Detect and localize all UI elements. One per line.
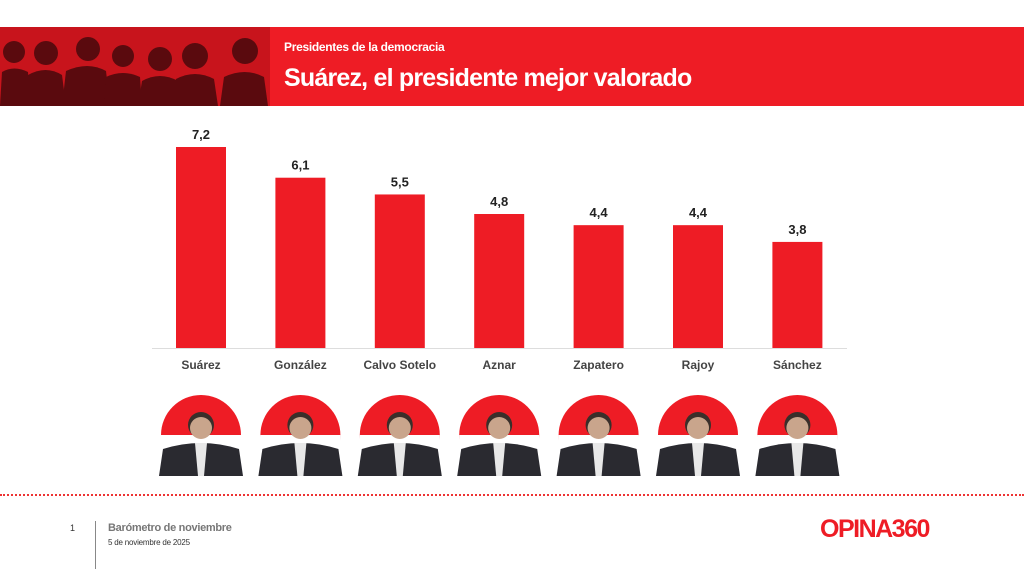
- footer-separator: [95, 521, 96, 569]
- header-title: Suárez, el presidente mejor valorado: [284, 64, 692, 92]
- value-label: 7,2: [192, 127, 210, 142]
- value-label: 6,1: [291, 158, 309, 173]
- value-label: 4,4: [689, 205, 708, 220]
- footer-title: Barómetro de noviembre: [108, 522, 232, 534]
- category-label: Suárez: [181, 358, 220, 372]
- portrait-shirt: [692, 443, 704, 476]
- portrait-face: [488, 417, 511, 439]
- presidents-collage-image: [0, 27, 270, 106]
- category-label: Zapatero: [573, 358, 624, 372]
- value-label: 3,8: [788, 222, 806, 237]
- page-number: 1: [70, 523, 76, 533]
- portrait-shirt: [195, 443, 207, 476]
- portrait-shirt: [393, 443, 406, 476]
- category-label: Calvo Sotelo: [363, 358, 436, 372]
- portrait-shirt: [294, 443, 307, 476]
- category-label: Sánchez: [773, 358, 822, 372]
- header-subtitle: Presidentes de la democracia: [284, 40, 445, 54]
- portrait-shirt: [592, 443, 605, 476]
- bar: [673, 225, 723, 348]
- portrait-face: [190, 417, 212, 439]
- opina360-logo: OPINA360: [820, 515, 930, 543]
- value-label: 4,4: [590, 205, 609, 220]
- bar: [176, 147, 226, 348]
- bar: [275, 177, 326, 348]
- header-banner: Presidentes de la democracia Suárez, el …: [0, 27, 1024, 106]
- category-label: Aznar: [483, 358, 517, 372]
- portrait-face: [786, 417, 809, 439]
- value-label: 5,5: [391, 174, 409, 189]
- category-label: González: [274, 358, 327, 372]
- bar: [573, 225, 624, 348]
- footer-date: 5 de noviembre de 2025: [108, 538, 190, 547]
- bar-chart: 7,2 Suárez 6,1 González 5,5 Calvo Sotelo 4,8 Az…: [152, 127, 847, 476]
- portrait-shirt: [493, 443, 506, 476]
- dotted-divider: [0, 494, 1024, 496]
- bar: [474, 214, 525, 348]
- portrait-face: [587, 417, 610, 439]
- category-label: Rajoy: [682, 358, 715, 372]
- portrait-face: [289, 417, 312, 439]
- bar: [374, 194, 425, 348]
- value-label: 4,8: [490, 194, 508, 209]
- bar: [772, 241, 823, 348]
- portrait-face: [687, 417, 709, 439]
- portrait-face: [388, 417, 411, 439]
- portrait-shirt: [791, 443, 804, 476]
